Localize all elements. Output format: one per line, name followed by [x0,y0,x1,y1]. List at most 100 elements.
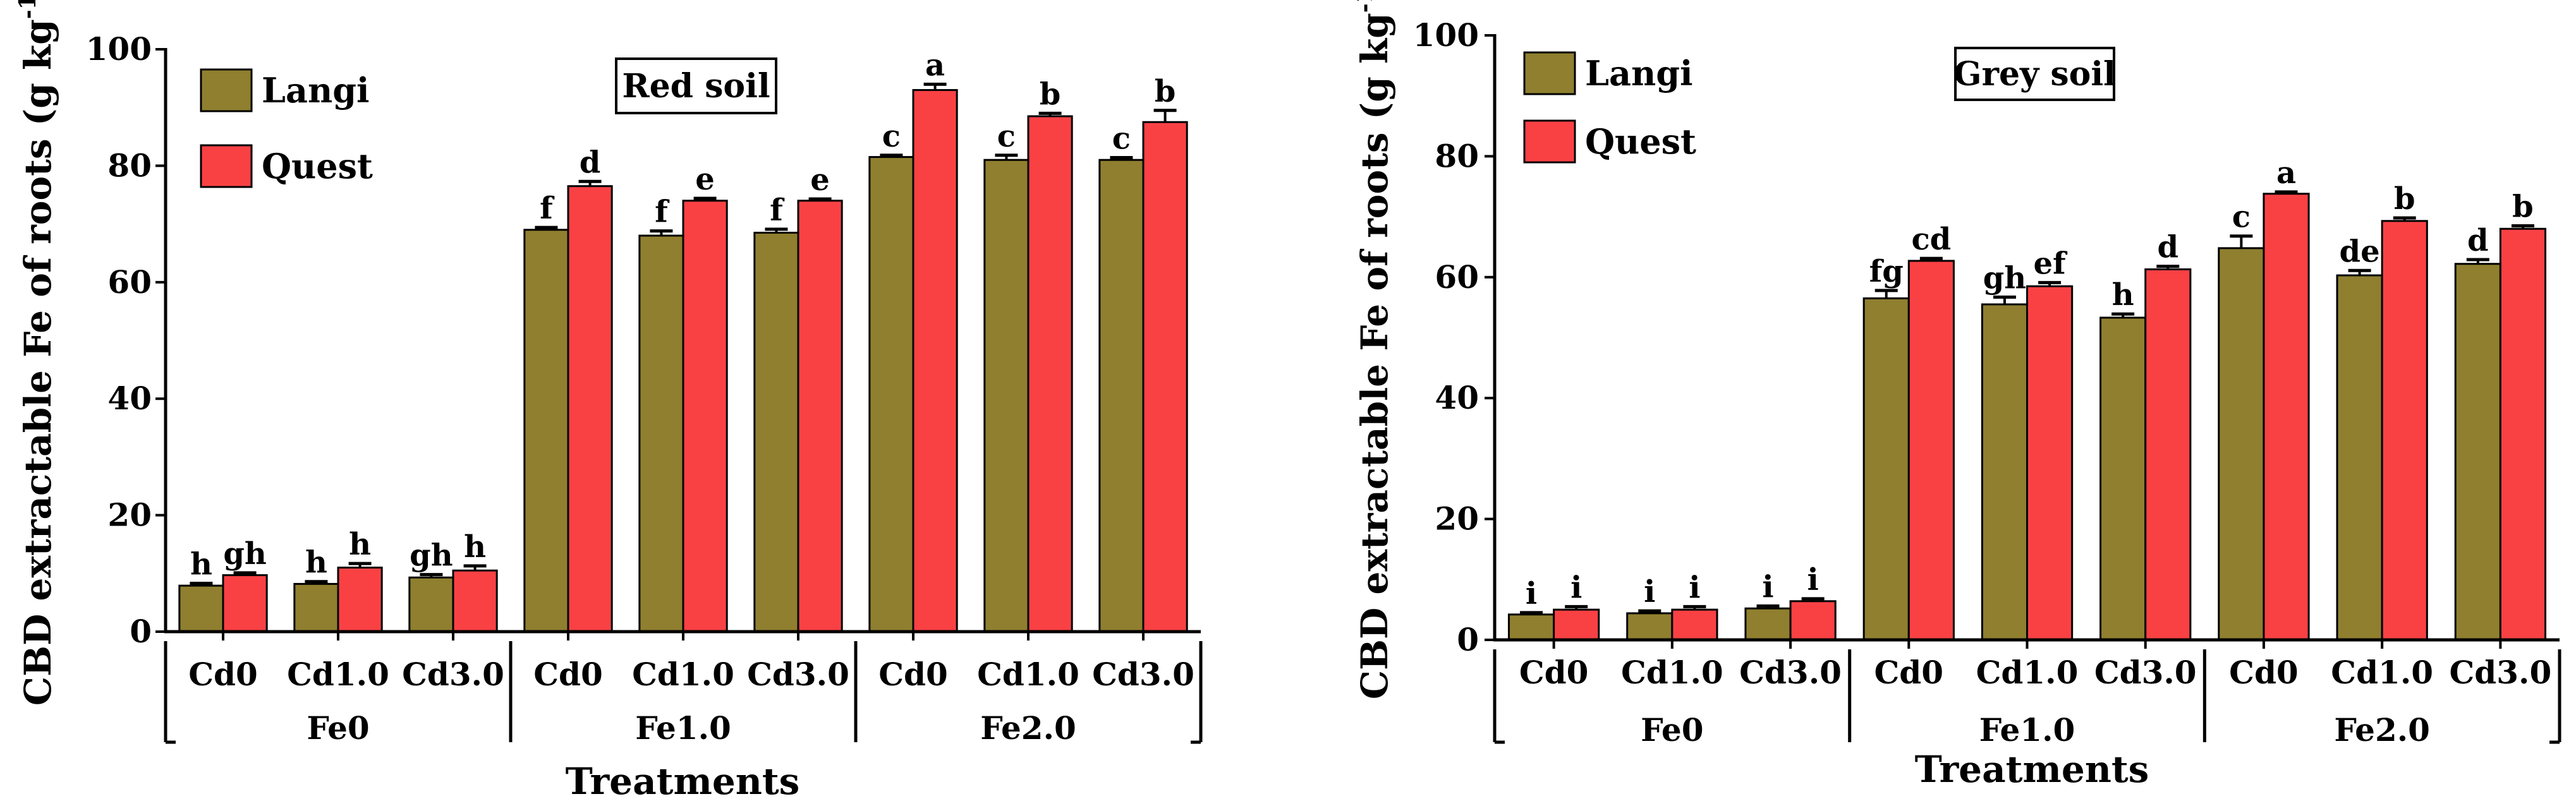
bar-quest [567,185,613,633]
bar-langi [408,576,454,633]
bar-langi [2454,263,2501,641]
significance-letter: b [1040,76,1061,112]
y-tick-label: 80 [1435,137,1479,174]
significance-letter: h [464,529,486,565]
significance-letter: h [2112,277,2134,313]
bar-langi [293,582,339,633]
x-tick-label: Cd0 [1519,654,1589,691]
y-tick-label: 60 [107,263,152,301]
bar-langi [2099,316,2147,641]
significance-letter: d [2467,223,2489,258]
bar-quest [1553,608,1600,641]
y-tick-label: 100 [86,30,152,68]
x-tick-label: Cd0 [2229,654,2299,691]
x-tick-label: Cd0 [533,656,603,693]
group-label: Fe2.0 [2334,711,2430,749]
bar-quest [452,569,498,633]
x-tick-label: Cd1.0 [1621,654,1723,691]
x-tick-label: Cd1.0 [1976,654,2079,691]
x-tick-label: Cd0 [878,656,948,693]
bar-langi [1626,612,1674,641]
soil-title-box [1954,47,2115,101]
y-tick-label: 100 [1413,16,1479,54]
significance-letter: i [1807,562,1819,598]
significance-letter: a [925,47,945,83]
bar-langi [983,159,1030,633]
y-tick-label: 0 [130,613,152,650]
y-tick-label: 40 [107,380,152,417]
bar-quest [2499,227,2547,641]
legend-swatch-langi [1523,51,1576,95]
x-tick-label: Cd1.0 [977,656,1079,693]
bar-langi [523,229,569,633]
x-tick-label: Cd0 [188,656,258,693]
x-axis-title: Treatments [1915,748,2149,791]
group-label: Fe1.0 [635,709,731,747]
legend-label: Quest [1585,121,1696,162]
bar-quest [2144,268,2192,641]
legend-label: Langi [1585,53,1693,93]
significance-letter: de [2340,234,2380,269]
significance-letter: d [2158,230,2179,265]
bar-langi [1098,159,1145,633]
significance-letter: i [1689,570,1700,605]
significance-letter: c [1112,121,1131,156]
bar-langi [868,156,914,633]
x-tick-label: Cd3.0 [2094,654,2197,691]
significance-letter: h [305,545,327,580]
x-tick-label: Cd1.0 [632,656,734,693]
significance-letter: gh [1983,260,2026,296]
significance-letter: fg [1869,254,1904,289]
significance-letter: i [1644,574,1655,610]
bar-langi [178,584,224,633]
y-tick-label: 20 [1435,500,1479,538]
y-tick-label: 20 [107,496,152,534]
bar-langi [2336,274,2383,641]
group-label: Fe0 [1641,711,1703,749]
legend-swatch-langi [200,68,253,112]
y-axis-title: CBD extractable Fe of roots (g kg-1) [1351,0,1396,699]
significance-letter: e [695,162,715,197]
significance-letter: f [540,191,555,226]
significance-letter: b [2394,181,2415,217]
x-tick-label: Cd3.0 [402,656,504,693]
bar-langi [1744,607,1792,641]
bar-quest [797,200,843,633]
y-axis-title-superscript: -1 [1351,0,1378,13]
y-axis-title-text: CBD extractable Fe of roots (g kg [1353,13,1396,699]
significance-letter: e [810,162,830,198]
soil-title-box [615,57,777,114]
y-tick-label: 40 [1435,379,1479,416]
x-tick-label: Cd3.0 [1739,654,1842,691]
bar-quest [2263,193,2310,641]
bar-quest [912,89,958,633]
y-axis-title-text: CBD extractable Fe of roots (g kg [16,19,59,706]
significance-letter: i [1762,569,1773,604]
bar-quest [1671,608,1718,641]
bar-langi [2218,247,2265,641]
significance-letter: c [997,119,1016,154]
group-label: Fe2.0 [980,709,1076,747]
x-tick-label: Cd3.0 [2450,654,2552,691]
bar-langi [1981,303,2028,641]
legend-label: Langi [262,70,370,111]
x-tick-label: Cd3.0 [1092,656,1194,693]
x-axis-title: Treatments [566,760,800,803]
soil-title: Grey soil [1953,55,2116,93]
y-tick-label: 60 [1435,258,1479,296]
significance-letter: i [1571,570,1582,605]
legend-swatch-quest [1523,119,1576,164]
significance-letter: i [1526,576,1537,611]
significance-letter: gh [223,536,266,572]
y-axis-title: CBD extractable Fe of roots (g kg-1) [15,0,59,706]
bar-quest [2026,285,2074,641]
y-tick-label: 80 [107,147,152,184]
bar-langi [1507,613,1555,641]
significance-letter: a [2276,155,2296,191]
x-tick-label: Cd0 [1874,654,1944,691]
bar-quest [1907,260,1955,641]
bar-langi [638,234,684,633]
bar-quest [222,574,268,633]
